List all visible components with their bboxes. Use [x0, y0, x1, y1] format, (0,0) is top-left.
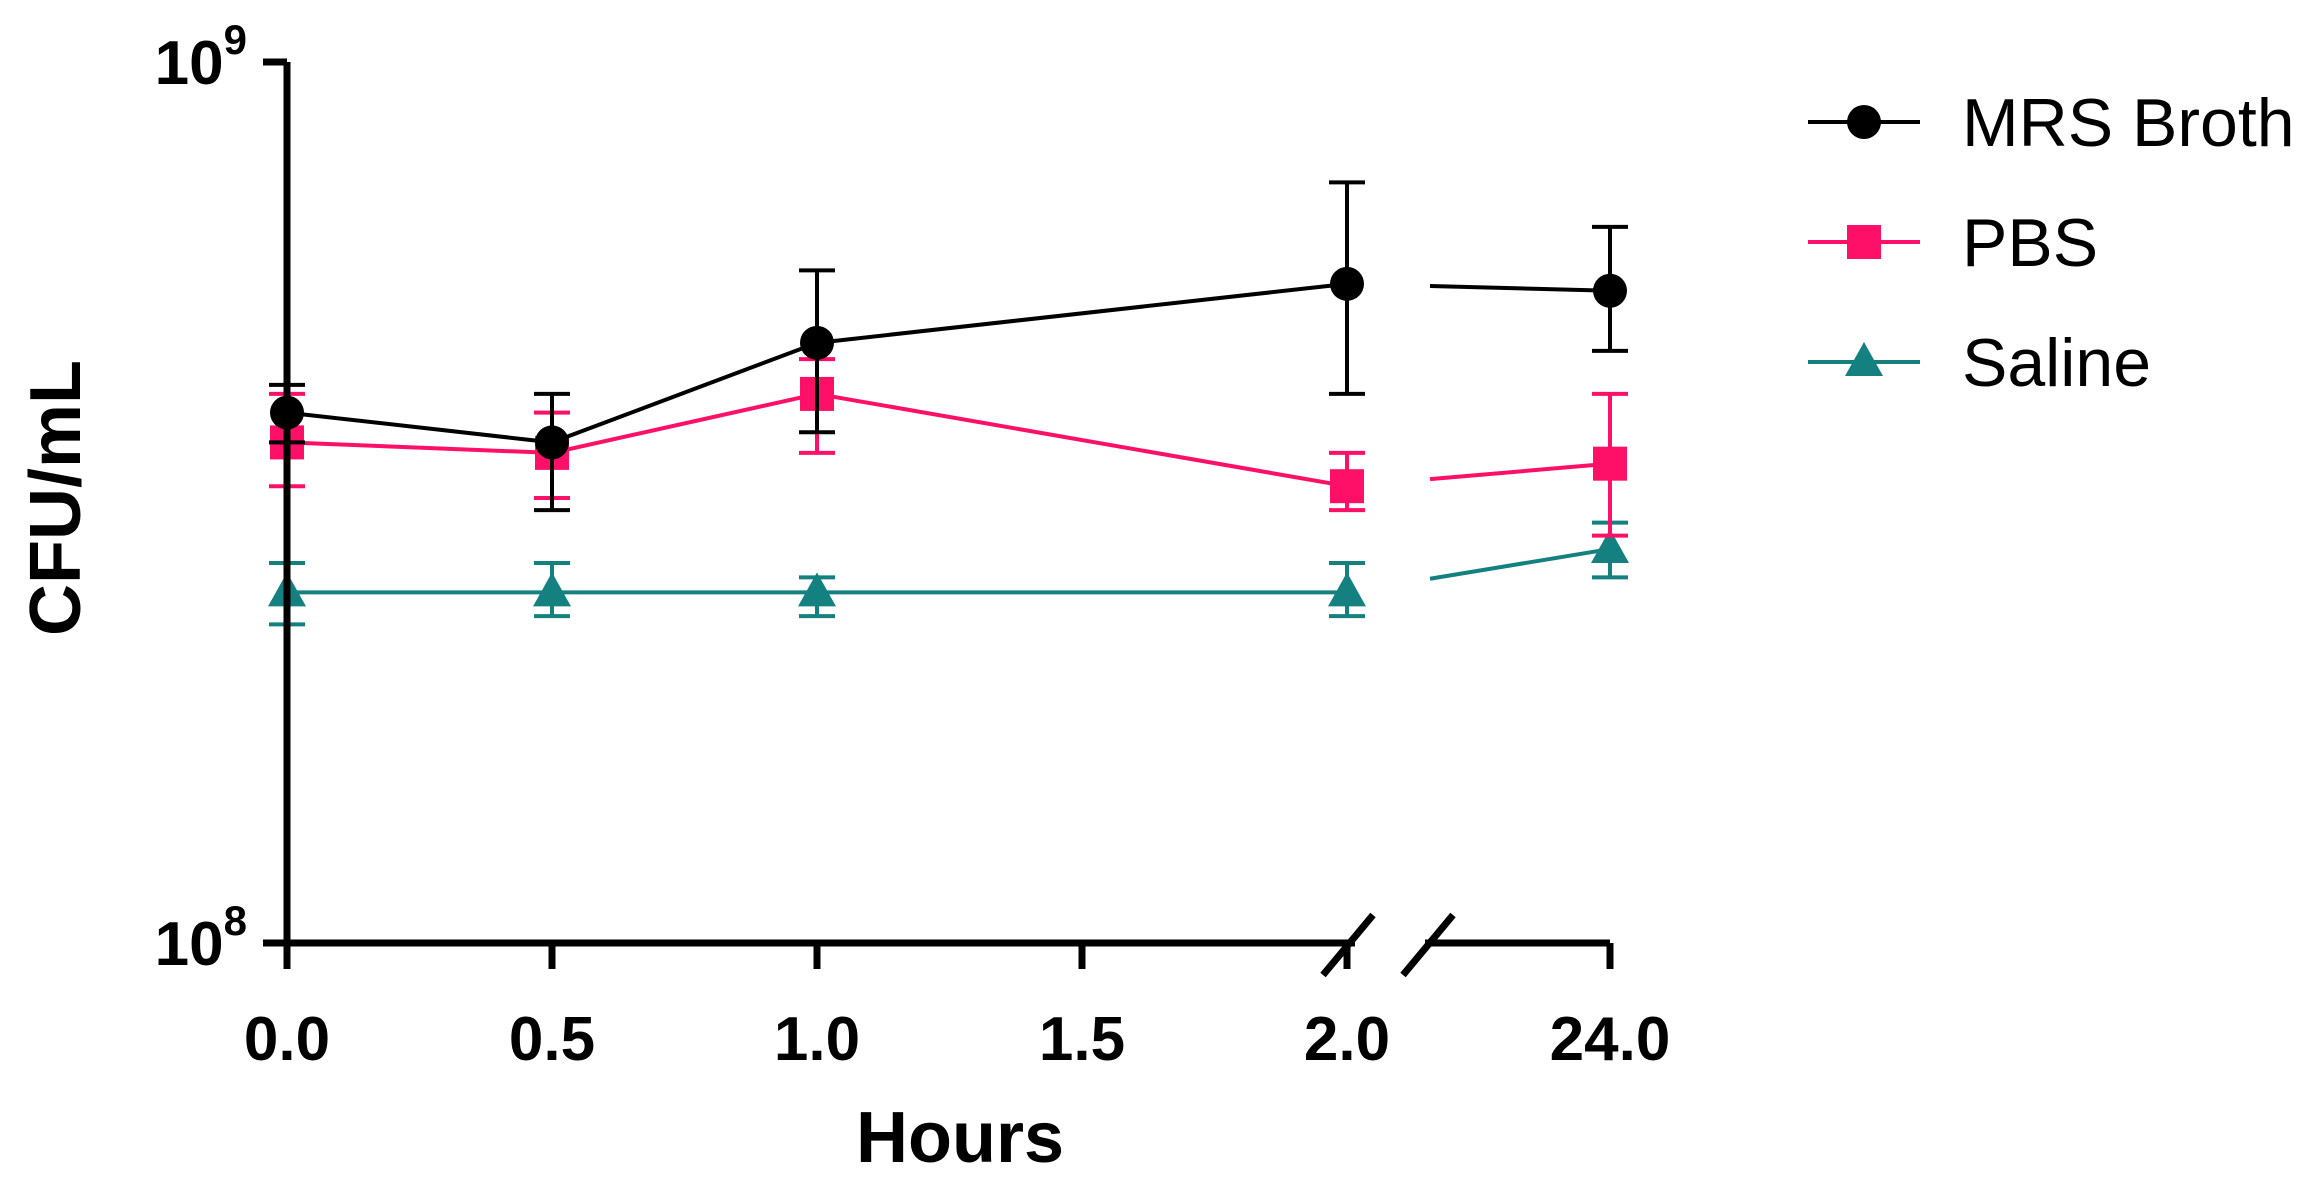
- series-line: [1429, 461, 1611, 482]
- data-point: [800, 325, 834, 360]
- data-point: [1593, 446, 1627, 481]
- y-axis: 108 109: [155, 16, 291, 979]
- legend-label: MRS Broth: [1962, 85, 2295, 161]
- series-line: [1429, 284, 1611, 293]
- data-point: [1328, 572, 1366, 607]
- legend-marker: [1847, 105, 1881, 139]
- legend-marker: [1847, 225, 1881, 259]
- x-axis-title: Hours: [856, 1098, 1064, 1178]
- legend-marker: [1845, 342, 1883, 376]
- data-point: [1591, 529, 1629, 564]
- series-line: [816, 391, 1348, 489]
- x-tick-label: 1.0: [774, 1005, 860, 1074]
- series-line: [816, 281, 1348, 345]
- legend-label: PBS: [1962, 205, 2098, 281]
- plot-area: [268, 180, 1629, 627]
- y-axis-title: CFU/mL: [16, 360, 96, 636]
- x-tick-label: 1.5: [1039, 1005, 1125, 1074]
- data-point: [533, 572, 571, 607]
- x-tick-label: 0.5: [509, 1005, 595, 1074]
- data-point: [1330, 266, 1364, 301]
- x-axis: 0.0 0.5 1.0 1.5 2.0 24.0: [244, 912, 1671, 1074]
- series-saline: [268, 520, 1629, 627]
- series-line: [1429, 547, 1611, 581]
- series-line: [286, 410, 553, 445]
- series-line: [551, 340, 818, 445]
- series-mrs-broth: [269, 180, 1628, 513]
- legend: MRS Broth PBS Saline: [1808, 85, 2295, 401]
- x-tick-label: 0.0: [244, 1005, 330, 1074]
- data-point: [535, 425, 569, 460]
- data-point: [1330, 469, 1364, 504]
- y-tick-label: 108: [155, 897, 247, 979]
- data-point: [1593, 273, 1627, 308]
- axis-break-mark: [1400, 912, 1456, 978]
- y-tick-exponent: 8: [224, 897, 247, 944]
- series-pbs: [269, 357, 1628, 538]
- y-tick-label: 109: [155, 16, 247, 98]
- data-point: [798, 572, 836, 607]
- y-tick-exponent: 9: [224, 16, 247, 63]
- legend-label: Saline: [1962, 325, 2151, 401]
- x-tick-label: 2.0: [1304, 1005, 1390, 1074]
- x-tick-label: 24.0: [1550, 1005, 1671, 1074]
- series-line: [551, 391, 818, 455]
- series-line: [286, 440, 553, 455]
